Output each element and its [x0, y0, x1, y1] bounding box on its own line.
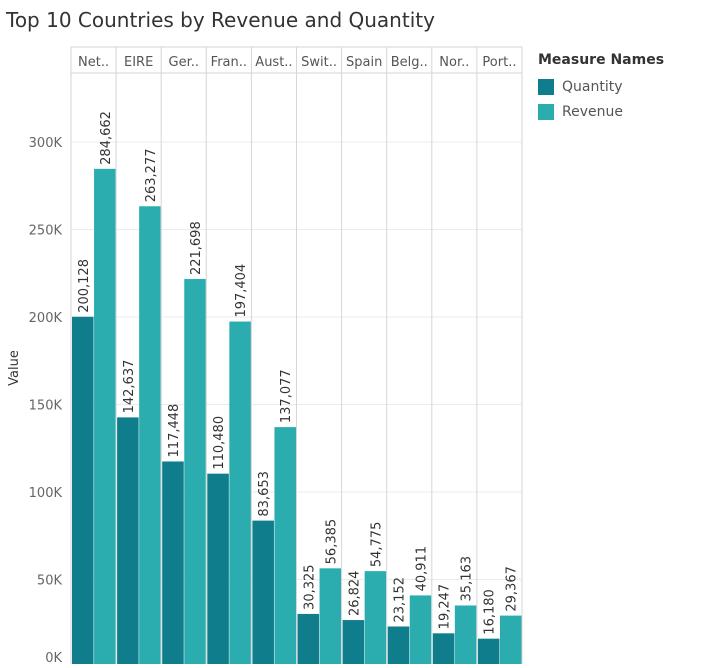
y-tick-label: 100K [29, 486, 63, 501]
data-label: 200,128 [77, 259, 92, 313]
x-category-label: EIRE [124, 55, 153, 70]
legend-swatch-revenue [538, 103, 554, 120]
data-label: 263,277 [144, 148, 159, 202]
bar-quantity [342, 620, 365, 664]
legend-item-quantity[interactable]: Quantity [538, 74, 664, 99]
bar-revenue [184, 279, 206, 664]
bar-revenue [409, 595, 432, 664]
chart-title: Top 10 Countries by Revenue and Quantity [6, 8, 435, 32]
data-label: 221,698 [189, 221, 204, 275]
bar-quantity [207, 473, 229, 664]
bar-quantity [387, 626, 410, 664]
data-label: 137,077 [279, 369, 294, 423]
bar-revenue [364, 571, 387, 664]
bar-quantity [252, 520, 274, 664]
x-category-label: Aust.. [255, 55, 292, 70]
bar-quantity [432, 633, 455, 664]
legend-label-revenue: Revenue [562, 103, 623, 120]
y-axis-title: Value [7, 350, 22, 386]
bar-quantity [477, 638, 500, 664]
x-category-label: Ger.. [169, 55, 200, 70]
y-tick-label: 200K [29, 311, 63, 326]
data-label: 110,480 [212, 416, 227, 470]
y-tick-label: 50K [37, 574, 63, 589]
bar-revenue [454, 605, 477, 664]
y-tick-label: 300K [29, 136, 63, 151]
data-label: 142,637 [122, 360, 137, 414]
bar-revenue [499, 615, 522, 664]
data-label: 19,247 [438, 584, 453, 630]
data-label: 83,653 [257, 471, 272, 517]
legend-item-revenue[interactable]: Revenue [538, 99, 664, 124]
data-label: 30,325 [302, 564, 317, 610]
data-label: 16,180 [483, 589, 498, 635]
bar-revenue [139, 206, 161, 664]
data-label: 56,385 [324, 519, 339, 565]
x-category-label: Spain [346, 55, 382, 70]
x-category-label: Fran.. [211, 55, 247, 70]
y-tick-label: 150K [29, 399, 63, 414]
x-category-label: Swit.. [301, 55, 337, 70]
legend-swatch-quantity [538, 78, 554, 95]
legend-title: Measure Names [538, 52, 665, 68]
bar-quantity [162, 461, 184, 664]
x-category-label: Nor.. [439, 55, 469, 70]
bar-quantity [297, 613, 320, 664]
bar-revenue [274, 427, 296, 664]
x-category-label: Net.. [78, 55, 109, 70]
data-label: 40,911 [415, 546, 430, 592]
data-label: 29,367 [505, 566, 520, 612]
bar-revenue [319, 568, 342, 664]
data-label: 117,448 [167, 404, 182, 458]
x-category-label: Port.. [482, 55, 516, 70]
bar-revenue [229, 321, 251, 664]
legend-label-quantity: Quantity [562, 78, 623, 95]
bar-revenue [94, 168, 116, 665]
legend: Measure Names Quantity Revenue [538, 52, 664, 124]
data-label: 197,404 [234, 264, 249, 318]
y-tick-label: 0K [45, 651, 62, 666]
bar-quantity [117, 417, 139, 664]
x-category-label: Belg.. [391, 55, 428, 70]
data-label: 284,662 [99, 111, 114, 165]
data-label: 26,824 [347, 571, 362, 617]
data-label: 54,775 [369, 522, 384, 568]
data-label: 23,152 [392, 577, 407, 623]
bar-quantity [72, 316, 94, 664]
data-label: 35,163 [460, 556, 475, 602]
y-tick-label: 250K [29, 224, 63, 239]
